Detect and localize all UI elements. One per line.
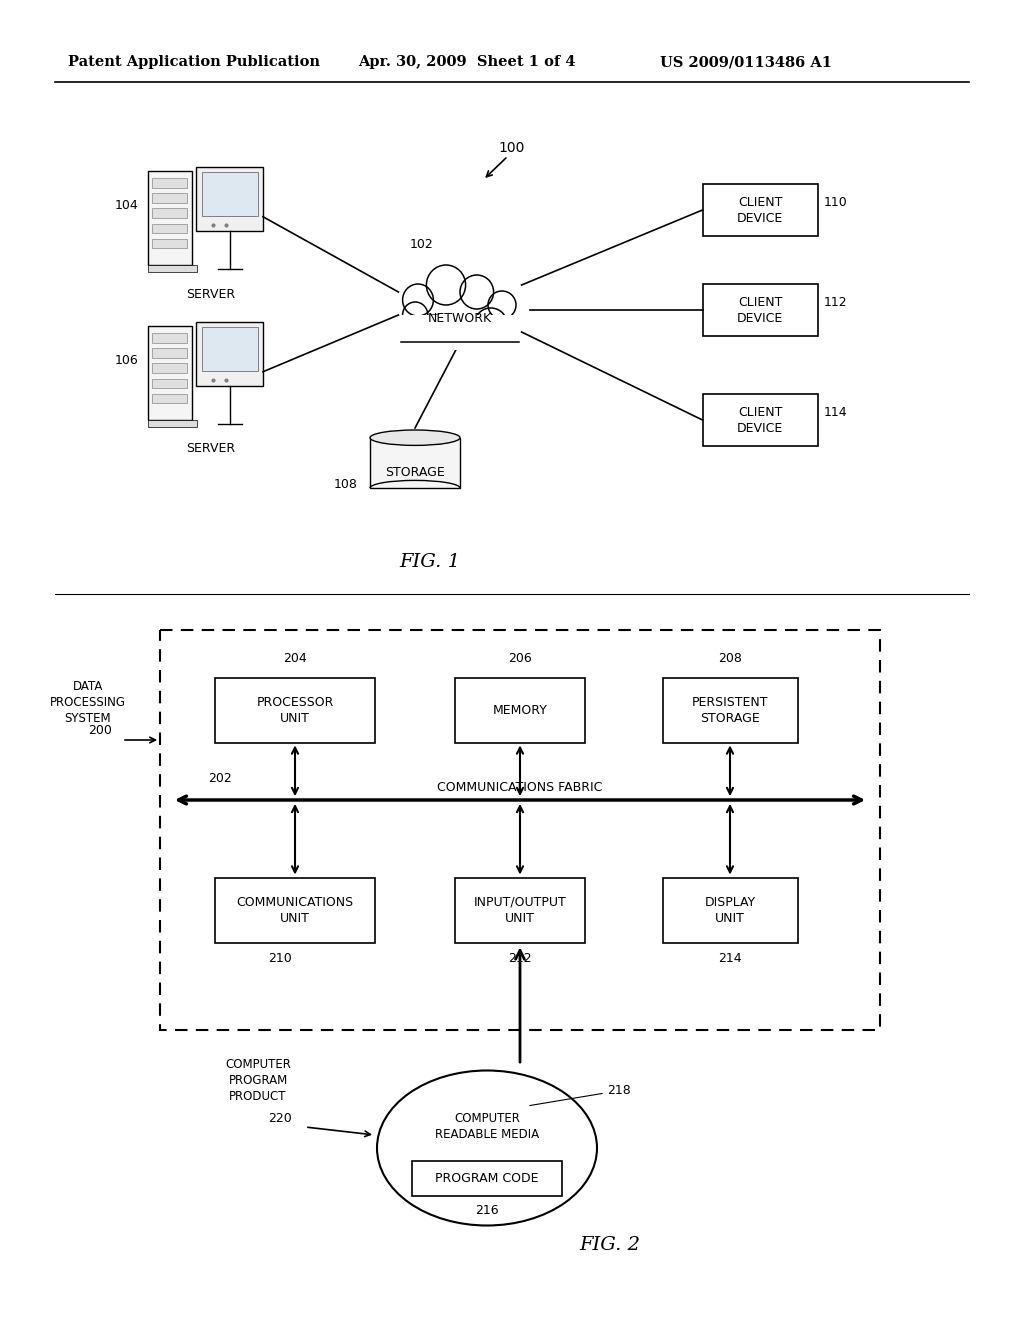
Text: NETWORK: NETWORK [428, 312, 493, 325]
Text: 114: 114 [823, 405, 847, 418]
Text: DATA
PROCESSING
SYSTEM: DATA PROCESSING SYSTEM [50, 680, 126, 725]
Text: 216: 216 [475, 1204, 499, 1217]
Bar [455, 878, 585, 942]
Text: INPUT/OUTPUT
UNIT: INPUT/OUTPUT UNIT [474, 895, 566, 924]
Bar [702, 393, 817, 446]
Ellipse shape [400, 277, 519, 342]
Bar [153, 223, 187, 234]
Ellipse shape [475, 308, 506, 337]
Text: STORAGE: STORAGE [385, 466, 444, 479]
Text: SERVER: SERVER [186, 442, 236, 455]
Text: MEMORY: MEMORY [493, 704, 548, 717]
Bar [153, 209, 187, 218]
Text: CLIENT
DEVICE: CLIENT DEVICE [737, 195, 783, 224]
Text: PROCESSOR
UNIT: PROCESSOR UNIT [256, 696, 334, 725]
Text: 110: 110 [823, 195, 847, 209]
Bar [153, 178, 187, 187]
Ellipse shape [488, 290, 516, 319]
Text: 100: 100 [499, 141, 525, 154]
Bar [153, 363, 187, 374]
Text: 214: 214 [718, 952, 741, 965]
Text: 112: 112 [823, 296, 847, 309]
Text: PROGRAM CODE: PROGRAM CODE [435, 1172, 539, 1184]
Bar [702, 183, 817, 236]
Bar [202, 327, 258, 371]
Text: COMPUTER
READABLE MEDIA: COMPUTER READABLE MEDIA [435, 1111, 539, 1140]
Text: COMPUTER
PROGRAM
PRODUCT: COMPUTER PROGRAM PRODUCT [225, 1059, 291, 1104]
Text: FIG. 1: FIG. 1 [399, 553, 461, 572]
Ellipse shape [377, 1071, 597, 1225]
Bar [153, 393, 187, 403]
Bar [153, 194, 187, 203]
Text: DISPLAY
UNIT: DISPLAY UNIT [705, 895, 756, 924]
Text: PERSISTENT
STORAGE: PERSISTENT STORAGE [692, 696, 768, 725]
Bar [215, 677, 375, 742]
Bar [148, 170, 191, 265]
Bar [197, 322, 263, 385]
Text: 102: 102 [411, 239, 434, 252]
Bar [153, 333, 187, 343]
Text: Patent Application Publication: Patent Application Publication [68, 55, 319, 69]
Ellipse shape [446, 315, 479, 345]
Bar [160, 630, 880, 1030]
Text: CLIENT
DEVICE: CLIENT DEVICE [737, 405, 783, 434]
Ellipse shape [402, 284, 433, 315]
Text: FIG. 2: FIG. 2 [580, 1236, 640, 1254]
Text: 208: 208 [718, 652, 742, 664]
Text: 108: 108 [334, 479, 358, 491]
Text: CLIENT
DEVICE: CLIENT DEVICE [737, 296, 783, 325]
Bar [153, 348, 187, 358]
Bar [455, 677, 585, 742]
Bar [148, 420, 198, 426]
Text: 220: 220 [268, 1111, 292, 1125]
Text: 202: 202 [208, 771, 231, 784]
Text: 212: 212 [508, 952, 531, 965]
Bar [215, 878, 375, 942]
Text: SERVER: SERVER [186, 288, 236, 301]
Text: Apr. 30, 2009  Sheet 1 of 4: Apr. 30, 2009 Sheet 1 of 4 [358, 55, 575, 69]
Text: 206: 206 [508, 652, 531, 664]
Text: 104: 104 [115, 199, 138, 211]
Ellipse shape [370, 430, 460, 445]
Text: COMMUNICATIONS FABRIC: COMMUNICATIONS FABRIC [437, 781, 603, 795]
Ellipse shape [426, 265, 466, 305]
Ellipse shape [460, 275, 494, 309]
Text: COMMUNICATIONS
UNIT: COMMUNICATIONS UNIT [237, 895, 353, 924]
Bar [401, 315, 519, 350]
Bar [370, 438, 460, 488]
Text: 204: 204 [283, 652, 307, 664]
Text: 106: 106 [115, 354, 138, 367]
Bar [663, 677, 798, 742]
Bar [412, 1160, 562, 1196]
Bar [202, 173, 258, 216]
Ellipse shape [402, 302, 428, 327]
Bar [148, 265, 198, 272]
Bar [197, 168, 263, 231]
Bar [148, 326, 191, 420]
Bar [153, 379, 187, 388]
Text: 200: 200 [88, 723, 112, 737]
Text: 210: 210 [268, 952, 292, 965]
Text: US 2009/0113486 A1: US 2009/0113486 A1 [660, 55, 831, 69]
Text: 218: 218 [607, 1084, 631, 1097]
Bar [663, 878, 798, 942]
Bar [702, 284, 817, 337]
Ellipse shape [420, 315, 451, 341]
Bar [153, 239, 187, 248]
